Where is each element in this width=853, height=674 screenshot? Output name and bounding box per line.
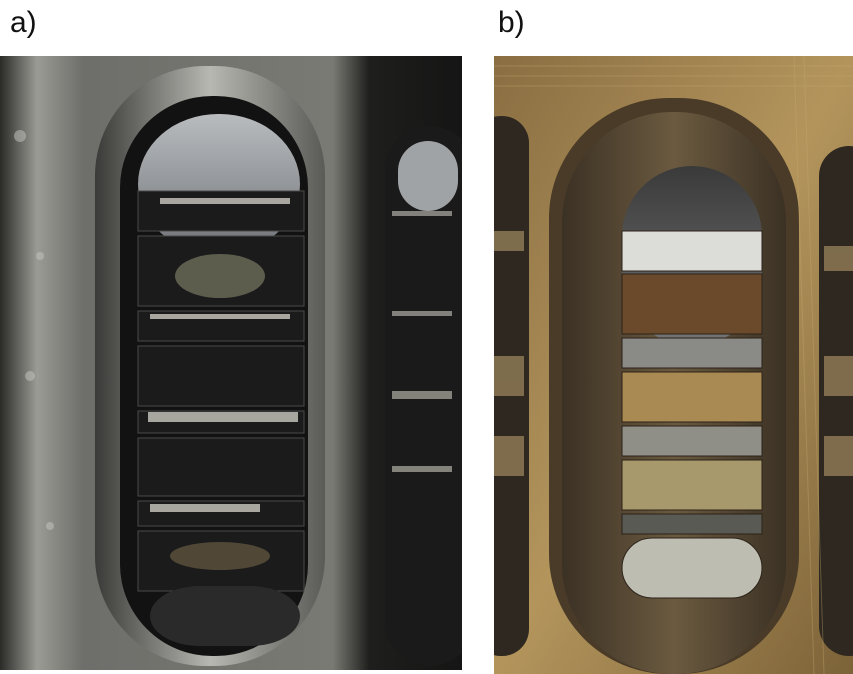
- photo-a: [0, 56, 462, 670]
- photo-b: [494, 56, 853, 674]
- panel-a-label: a): [10, 6, 37, 39]
- cylinder-liner-port-bronze-icon: [494, 56, 853, 674]
- cylinder-liner-port-dark-icon: [0, 56, 462, 670]
- panel-b-label: b): [498, 6, 525, 39]
